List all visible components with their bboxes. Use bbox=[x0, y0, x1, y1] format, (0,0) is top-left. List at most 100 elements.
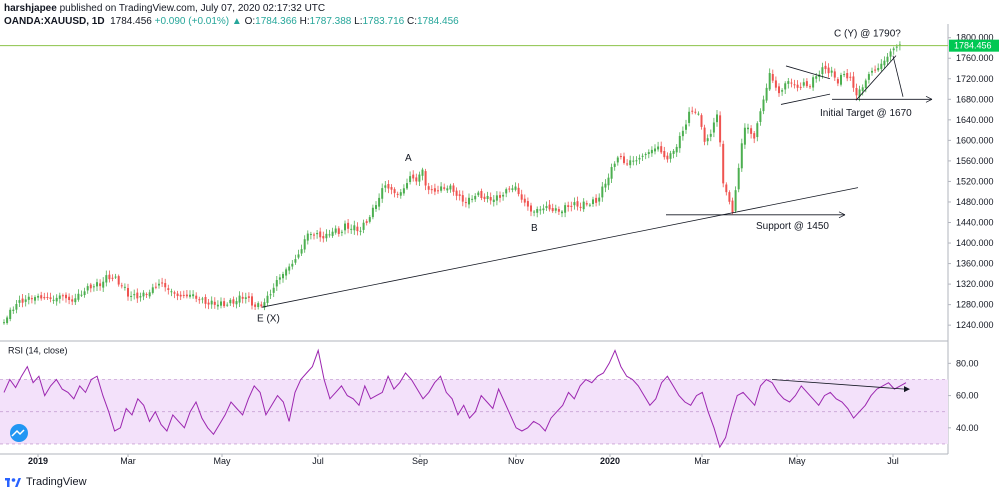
candle-body bbox=[164, 283, 167, 288]
candle-body bbox=[672, 150, 675, 154]
candle-body bbox=[502, 194, 505, 197]
candle-body bbox=[508, 188, 511, 190]
candle-body bbox=[681, 130, 684, 137]
candle-body bbox=[626, 163, 629, 165]
chart-annotation: E (X) bbox=[257, 314, 280, 325]
candle-body bbox=[133, 294, 136, 296]
candle-body bbox=[889, 51, 892, 57]
candle-body bbox=[632, 160, 635, 162]
candle-body bbox=[700, 115, 703, 127]
candle-body bbox=[824, 65, 827, 70]
candle-body bbox=[83, 291, 86, 296]
candle-body bbox=[799, 86, 802, 88]
candle-body bbox=[375, 205, 377, 209]
candle-body bbox=[40, 295, 43, 299]
price-tick-label: 1400.000 bbox=[956, 238, 994, 248]
candle-body bbox=[210, 300, 213, 305]
candle-body bbox=[185, 294, 188, 297]
time-tick-label: Sep bbox=[412, 456, 428, 466]
candle-body bbox=[176, 293, 179, 297]
candle-body bbox=[883, 60, 886, 66]
time-tick-label: Jul bbox=[312, 456, 324, 466]
candle-body bbox=[207, 302, 210, 305]
candle-body bbox=[629, 160, 632, 166]
candle-body bbox=[387, 184, 390, 189]
candle-body bbox=[412, 174, 415, 179]
candle-body bbox=[220, 301, 222, 306]
candle-body bbox=[142, 292, 145, 297]
candle-body bbox=[759, 111, 762, 122]
candle-body bbox=[570, 205, 573, 207]
candle-body bbox=[316, 233, 319, 235]
candle-body bbox=[644, 154, 647, 156]
candle-body bbox=[827, 67, 830, 74]
candle-body bbox=[306, 233, 309, 241]
candle-body bbox=[647, 152, 650, 155]
time-tick-label: Mar bbox=[120, 456, 136, 466]
candle-body bbox=[483, 196, 486, 200]
candle-body bbox=[409, 176, 412, 183]
price-tick-label: 1760.000 bbox=[956, 53, 994, 63]
candle-body bbox=[34, 297, 36, 301]
candle-body bbox=[232, 299, 235, 304]
candle-body bbox=[282, 274, 284, 279]
last-price: 1784.456 bbox=[110, 16, 152, 27]
candle-body bbox=[526, 201, 529, 207]
price-tick-label: 1240.000 bbox=[956, 320, 994, 330]
candle-body bbox=[216, 304, 219, 307]
candle-body bbox=[74, 298, 77, 303]
chart-svg[interactable]: 1240.000 1280.000 1320.000 1360.000 1400.000… bbox=[0, 0, 1000, 470]
candle-body bbox=[46, 296, 49, 298]
candle-body bbox=[675, 146, 678, 153]
candle-body bbox=[285, 269, 288, 276]
trendline-support bbox=[261, 187, 859, 308]
candle-body bbox=[331, 231, 334, 236]
candle-body bbox=[495, 195, 498, 201]
candle-body bbox=[805, 81, 808, 87]
candle-body bbox=[722, 143, 725, 184]
price-tick-label: 1560.000 bbox=[956, 156, 994, 166]
open-value: 1784.366 bbox=[255, 16, 297, 27]
candle-body bbox=[635, 160, 638, 162]
publish-line: harshjapee published on TradingView.com,… bbox=[4, 2, 704, 15]
candle-body bbox=[728, 192, 731, 202]
candle-body bbox=[595, 197, 598, 203]
candle-body bbox=[344, 223, 346, 231]
candle-body bbox=[551, 208, 554, 212]
candle-body bbox=[449, 185, 452, 190]
candle-body bbox=[756, 123, 759, 138]
candle-body bbox=[787, 81, 790, 84]
candle-body bbox=[179, 294, 182, 297]
candle-body bbox=[108, 274, 111, 280]
candle-body bbox=[446, 188, 449, 191]
candle-body bbox=[892, 48, 895, 51]
candle-body bbox=[123, 286, 126, 288]
close-label: C: bbox=[407, 16, 417, 27]
candle-body bbox=[790, 82, 793, 84]
candle-body bbox=[747, 127, 749, 130]
candle-body bbox=[461, 195, 464, 202]
time-tick-label: 2019 bbox=[28, 456, 48, 466]
tradingview-brand[interactable]: TradingView bbox=[26, 476, 87, 488]
candle-body bbox=[365, 221, 368, 223]
candle-body bbox=[251, 296, 253, 306]
candle-body bbox=[328, 234, 331, 236]
candle-body bbox=[238, 295, 241, 303]
candle-body bbox=[781, 90, 784, 92]
author-name[interactable]: harshjapee bbox=[4, 3, 57, 14]
candle-body bbox=[784, 83, 787, 90]
candle-body bbox=[740, 143, 743, 169]
low-label: L: bbox=[354, 16, 363, 27]
candle-body bbox=[254, 304, 257, 307]
candle-body bbox=[517, 187, 520, 195]
candle-body bbox=[492, 199, 495, 203]
candle-body bbox=[554, 208, 557, 211]
candle-body bbox=[105, 275, 108, 283]
candle-body bbox=[592, 199, 594, 205]
candle-body bbox=[585, 203, 588, 205]
candle-body bbox=[99, 283, 102, 287]
candle-body bbox=[557, 209, 560, 212]
time-tick-label: Jul bbox=[887, 456, 899, 466]
price-tick-label: 1640.000 bbox=[956, 115, 994, 125]
candle-body bbox=[871, 70, 873, 73]
